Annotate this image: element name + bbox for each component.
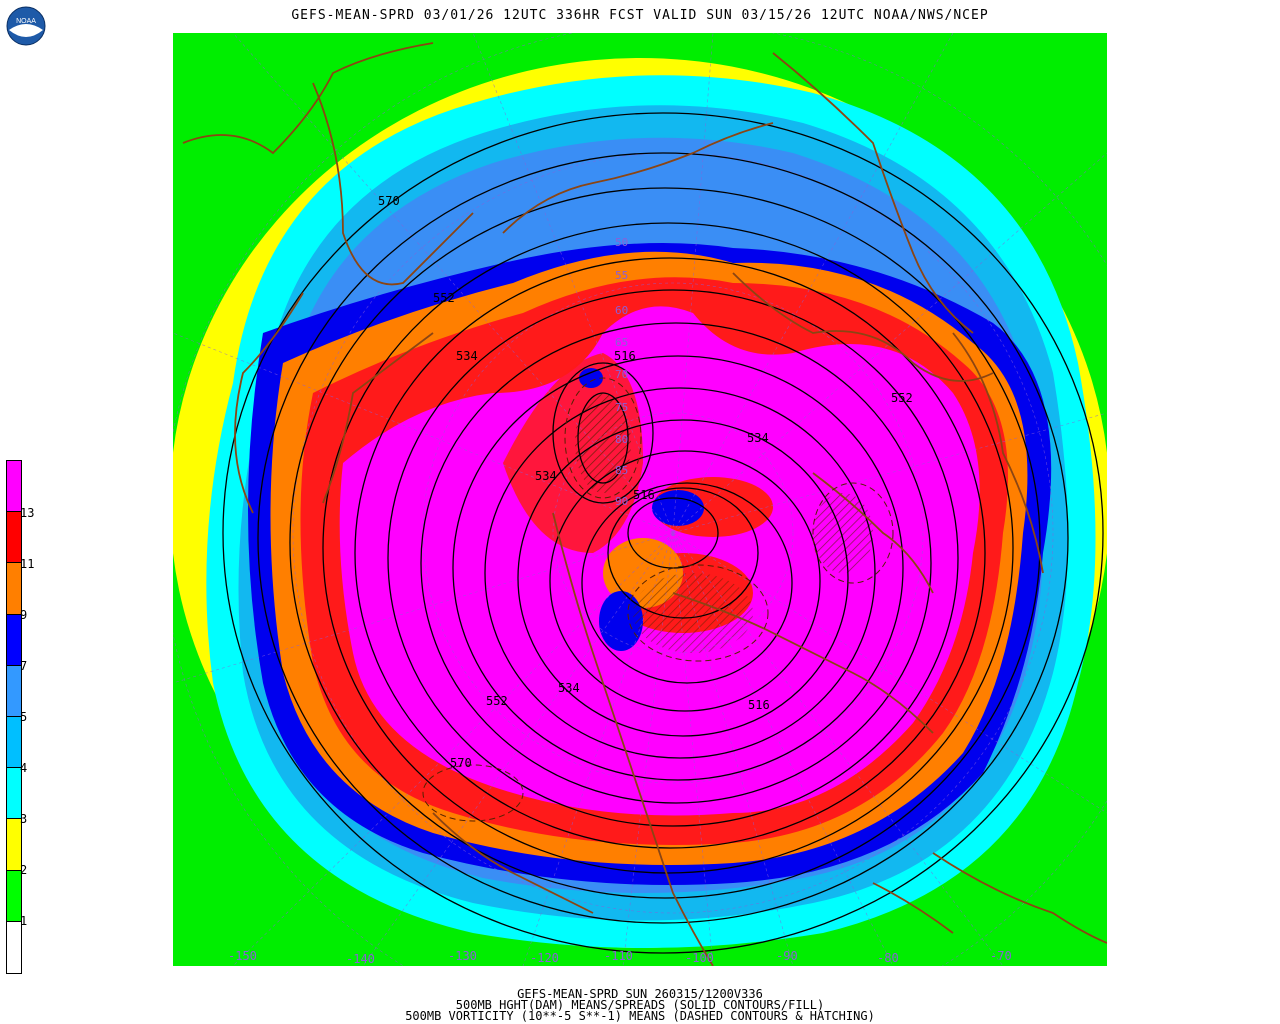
legend-band xyxy=(7,819,21,871)
legend-band xyxy=(7,921,21,973)
low-center-2 xyxy=(599,591,643,651)
footer-line-1: GEFS-MEAN-SPRD SUN 260315/1200V336 xyxy=(517,987,763,1001)
contour-label: 534 xyxy=(558,681,580,695)
vorticity-hatch-2 xyxy=(813,493,873,573)
vorticity-label: 55 xyxy=(615,269,628,282)
contour-label: 552 xyxy=(486,694,508,708)
map-title: GEFS-MEAN-SPRD 03/01/26 12UTC 336HR FCST… xyxy=(291,8,989,23)
longitude-label: -70 xyxy=(990,949,1012,963)
contour-label: 552 xyxy=(891,391,913,405)
contour-label: 516 xyxy=(633,488,655,502)
contour-label: 534 xyxy=(535,469,557,483)
legend-label: 7 xyxy=(20,659,28,673)
noaa-logo: NOAA xyxy=(6,6,46,46)
contour-label: 516 xyxy=(614,349,636,363)
vorticity-label: 65 xyxy=(615,336,628,349)
vorticity-label: 80 xyxy=(615,433,628,446)
spread-legend xyxy=(6,460,22,974)
longitude-label: -120 xyxy=(530,951,559,965)
vorticity-label: 60 xyxy=(615,304,628,317)
legend-band xyxy=(7,665,21,717)
vorticity-label: 75 xyxy=(615,401,628,414)
legend-band xyxy=(7,461,21,513)
legend-band xyxy=(7,614,21,666)
latlon-grid xyxy=(173,33,1107,966)
legend-label: 4 xyxy=(20,761,28,775)
footer-line-2: 500MB HGHT(DAM) MEANS/SPREADS (SOLID CON… xyxy=(455,998,825,1012)
legend-band xyxy=(7,768,21,820)
vorticity-label: 90 xyxy=(615,495,628,508)
legend-band xyxy=(7,870,21,922)
legend-label: 11 xyxy=(20,557,35,571)
longitude-label: -130 xyxy=(448,949,477,963)
legend-label: 13 xyxy=(20,506,35,520)
height-contours xyxy=(222,112,1104,954)
legend-band xyxy=(7,512,21,564)
vorticity-label: 50 xyxy=(615,236,628,249)
legend-label: 1 xyxy=(20,914,28,928)
legend-band xyxy=(7,716,21,769)
contour-label: 534 xyxy=(747,431,769,445)
contour-label: 552 xyxy=(433,291,455,305)
low-center-1 xyxy=(652,490,704,526)
longitude-label: -90 xyxy=(776,949,798,963)
low-center-3 xyxy=(579,368,603,388)
contour-label: 570 xyxy=(378,194,400,208)
vorticity-hatch-3 xyxy=(633,573,753,653)
vorticity-label: 85 xyxy=(615,464,628,477)
vorticity-label: 70 xyxy=(615,368,628,381)
vorticity-contours xyxy=(422,377,894,822)
contour-label: 570 xyxy=(450,756,472,770)
contour-label: 534 xyxy=(456,349,478,363)
footer-line-3: 500MB VORTICITY (10**-5 S**-1) MEANS (DA… xyxy=(405,1009,875,1023)
forecast-map: 570 552 534 552 534 516 534 552 570 516 … xyxy=(173,33,1107,966)
legend-label: 5 xyxy=(20,710,28,724)
longitude-label: -140 xyxy=(346,952,375,966)
coastlines xyxy=(182,42,1107,966)
longitude-label: -110 xyxy=(604,949,633,963)
legend-label: 2 xyxy=(20,863,28,877)
longitude-label: -150 xyxy=(228,949,257,963)
legend-band xyxy=(7,563,21,615)
contour-label: 516 xyxy=(748,698,770,712)
legend-label: 9 xyxy=(20,608,28,622)
legend-label: 3 xyxy=(20,812,28,826)
logo-text: NOAA xyxy=(16,18,36,25)
longitude-label: -100 xyxy=(685,951,714,965)
longitude-label: -80 xyxy=(877,951,899,965)
